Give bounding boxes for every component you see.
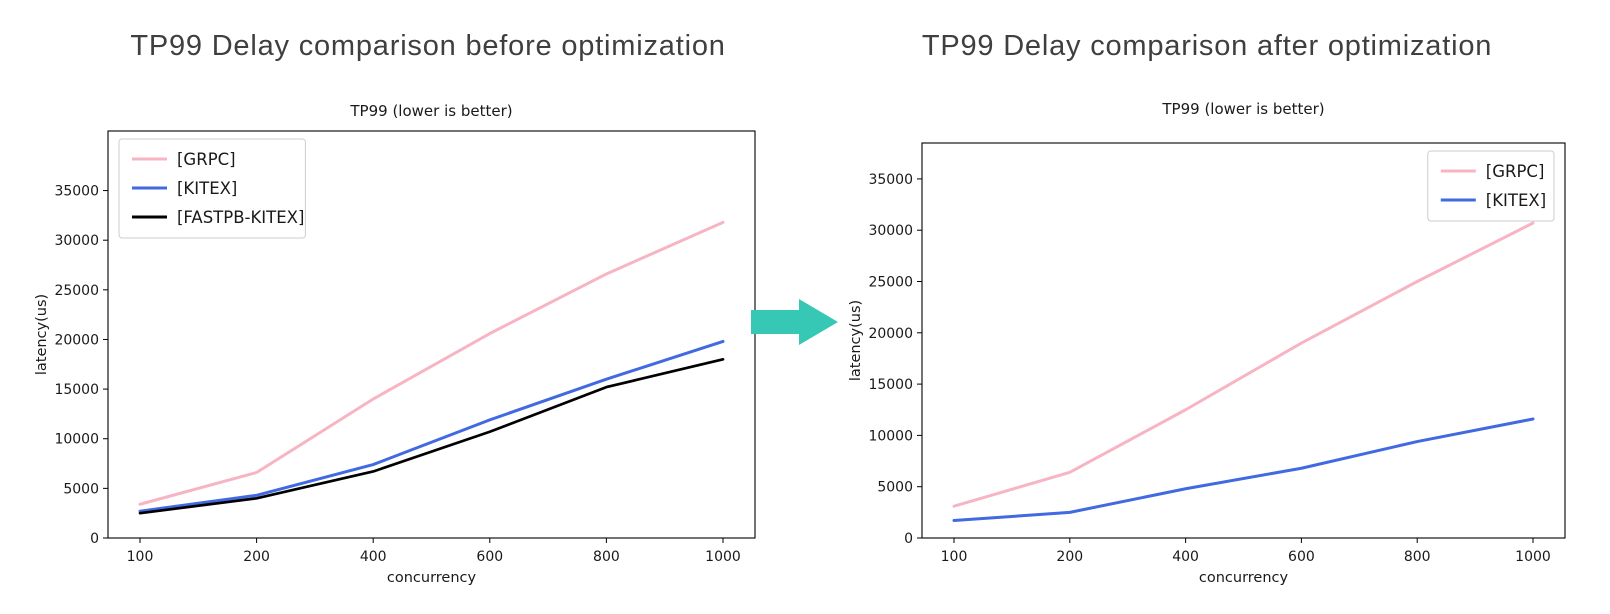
- before-chart-headline: TP99 Delay comparison before optimizatio…: [130, 30, 726, 62]
- arrow-right-shape: [751, 299, 838, 345]
- legend: [GRPC] [KITEX] [FASTPB-KITEX]: [118, 138, 306, 239]
- x-tick-label: 600: [1288, 549, 1315, 565]
- y-tick-label: 20000: [868, 326, 913, 342]
- chart-title: TP99 (lower is better): [349, 102, 512, 120]
- plot-border: [107, 130, 756, 539]
- legend-entry-label: [GRPC]: [177, 150, 236, 169]
- y-axis-label: latency(us): [848, 300, 864, 381]
- x-tick-label: 200: [1056, 549, 1083, 565]
- x-tick-label: 400: [1172, 549, 1199, 565]
- legend-entry-label: [FASTPB-KITEX]: [177, 208, 304, 227]
- y-tick-label: 0: [904, 531, 913, 547]
- legend-box: [1427, 150, 1555, 222]
- x-tick-label: 800: [1404, 549, 1431, 565]
- series-line-fastpb-kitex: [138, 357, 725, 515]
- x-axis-label: concurrency: [1199, 570, 1289, 586]
- x-tick-label: 1000: [705, 549, 741, 565]
- x-axis-label: concurrency: [387, 570, 477, 586]
- before-line-chart: TP99 (lower is better) 0 5000 10000 15000 200…: [34, 102, 756, 586]
- y-tick-label: 10000: [868, 428, 913, 444]
- legend: [GRPC] [KITEX]: [1427, 150, 1555, 222]
- legend-box: [118, 138, 306, 239]
- y-tick-label: 35000: [868, 172, 913, 188]
- series-line-grpc: [952, 221, 1535, 508]
- y-tick-label: 5000: [63, 481, 99, 497]
- y-tick-label: 5000: [877, 480, 913, 496]
- legend-entry-label: [KITEX]: [177, 179, 237, 198]
- x-tick-label: 200: [243, 549, 270, 565]
- y-tick-label: 35000: [54, 184, 99, 200]
- legend-entry-label: [KITEX]: [1486, 191, 1546, 210]
- series-line-kitex: [952, 417, 1535, 523]
- after-chart-headline: TP99 Delay comparison after optimization: [921, 30, 1493, 62]
- x-tick-label: 100: [941, 549, 968, 565]
- y-tick-label: 30000: [868, 223, 913, 239]
- y-tick-label: 25000: [54, 283, 99, 299]
- y-tick-label: 20000: [54, 332, 99, 348]
- x-tick-label: 400: [360, 549, 387, 565]
- plot-border: [921, 142, 1566, 539]
- y-tick-label: 15000: [54, 382, 99, 398]
- y-axis-label: latency(us): [34, 294, 50, 375]
- series-line-kitex: [138, 339, 725, 513]
- y-tick-label: 25000: [868, 275, 913, 291]
- y-tick-label: 15000: [868, 377, 913, 393]
- y-tick-label: 30000: [54, 233, 99, 249]
- after-line-chart: TP99 (lower is better) 0 5000 10000 15000 200…: [848, 100, 1566, 586]
- y-tick-label: 0: [90, 531, 99, 547]
- y-tick-label: 10000: [54, 432, 99, 448]
- series-line-grpc: [138, 220, 725, 506]
- arrow-right-icon: [751, 299, 839, 345]
- x-tick-label: 100: [127, 549, 154, 565]
- x-tick-label: 600: [476, 549, 503, 565]
- x-tick-label: 1000: [1515, 549, 1551, 565]
- chart-title: TP99 (lower is better): [1161, 100, 1324, 118]
- legend-entry-label: [GRPC]: [1486, 162, 1545, 181]
- x-tick-label: 800: [593, 549, 620, 565]
